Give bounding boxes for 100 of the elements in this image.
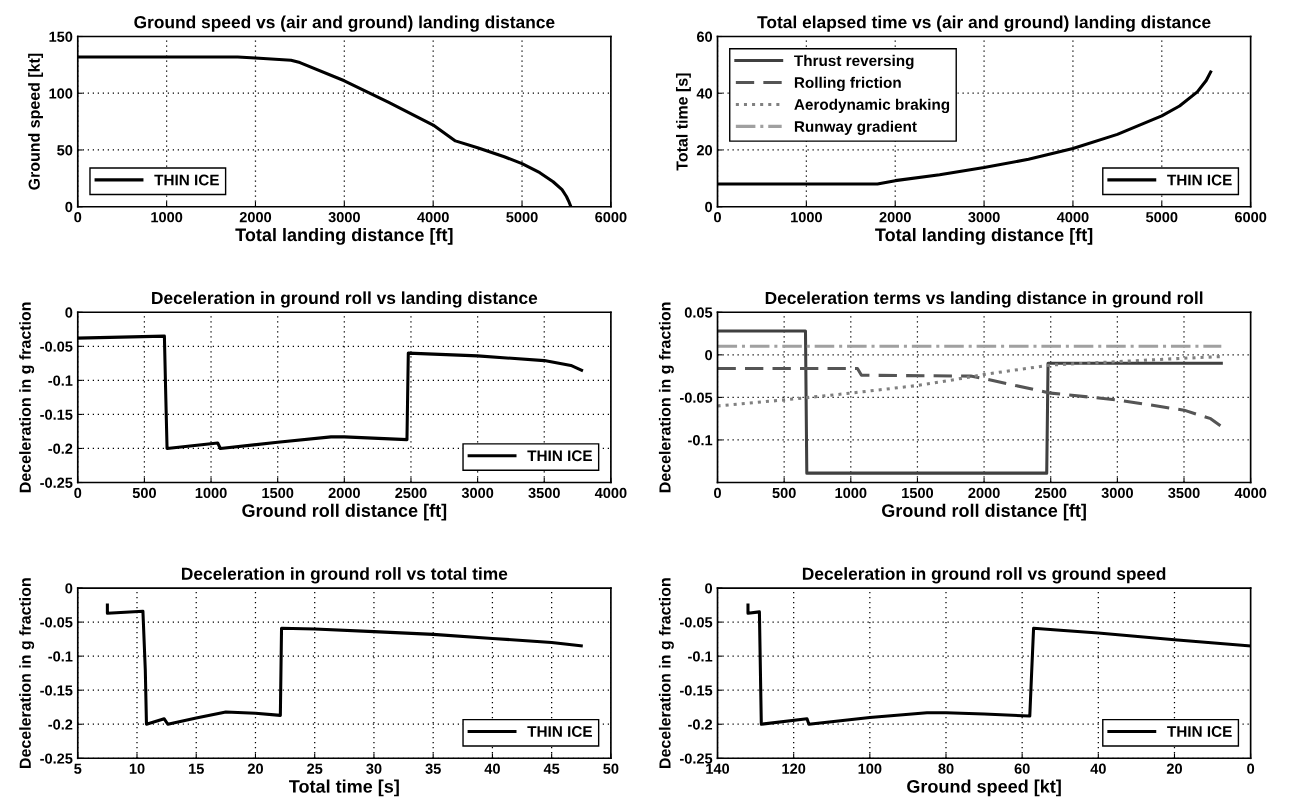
x-tick-label: 1500 xyxy=(262,487,294,499)
legend-label: THIN ICE xyxy=(1167,726,1232,737)
x-tick-label: 120 xyxy=(782,763,806,774)
x-tick-label: 0 xyxy=(714,487,721,499)
x-tick-label: 5 xyxy=(74,763,82,774)
y-tick-label: 100 xyxy=(49,88,73,99)
chart-title: Deceleration terms vs landing distance in ground roll xyxy=(765,291,1203,308)
x-tick-label: 40 xyxy=(1090,763,1106,774)
x-tick-label: 6000 xyxy=(595,211,627,223)
x-tick-label: 3000 xyxy=(1101,487,1133,499)
chart-title: Deceleration in ground roll vs landing distance xyxy=(152,291,538,308)
x-tick-label: 0 xyxy=(74,211,82,223)
x-tick-label: 1000 xyxy=(195,487,227,499)
x-tick-label: 0 xyxy=(74,487,82,499)
legend-label: Rolling friction xyxy=(794,76,901,92)
x-tick-label: 40 xyxy=(484,763,500,774)
x-tick-label: 1500 xyxy=(902,487,934,499)
chart-title: Ground speed vs (air and ground) landing distance xyxy=(134,15,555,32)
y-tick-label: -0.25 xyxy=(40,753,73,764)
legend-label: THIN ICE xyxy=(1167,174,1232,186)
y-tick-label: -0.1 xyxy=(48,375,73,386)
y-axis-title: Ground speed [kt] xyxy=(28,53,44,190)
y-tick-label: -0.1 xyxy=(688,435,713,446)
chart-title: Total elapsed time vs (air and ground) landing distance xyxy=(757,15,1211,32)
y-tick-label: 50 xyxy=(57,145,73,156)
x-tick-label: 2000 xyxy=(239,211,272,223)
y-tick-label: 0 xyxy=(65,201,73,213)
x-tick-label: 0 xyxy=(1247,763,1255,774)
x-tick-label: 3000 xyxy=(968,211,1000,223)
chart-title: Deceleration in ground roll vs ground speed xyxy=(802,567,1166,584)
y-tick-label: -0.25 xyxy=(40,477,73,488)
legend-label: Thrust reversing xyxy=(794,54,914,70)
y-tick-label: -0.15 xyxy=(679,685,713,696)
x-axis-title: Ground roll distance [ft] xyxy=(882,503,1086,521)
x-tick-label: 3000 xyxy=(461,487,494,499)
x-axis-title: Total landing distance [ft] xyxy=(875,227,1093,245)
y-tick-label: 20 xyxy=(696,145,713,156)
legend-label: THIN ICE xyxy=(527,450,592,462)
y-tick-label: -0.2 xyxy=(48,443,73,454)
y-axis-title: Total time [s] xyxy=(675,73,691,171)
chart-title: Deceleration in ground roll vs total time xyxy=(181,567,508,584)
y-axis-title: Deceleration in g fraction xyxy=(658,302,674,493)
y-tick-label: -0.05 xyxy=(679,392,713,403)
y-axis-title: Deceleration in g fraction xyxy=(19,302,35,493)
x-tick-label: 1000 xyxy=(835,487,867,499)
x-tick-label: 1000 xyxy=(151,211,183,223)
y-tick-label: -0.05 xyxy=(679,617,713,628)
x-tick-label: 4000 xyxy=(1056,211,1089,223)
x-tick-label: 15 xyxy=(189,763,204,774)
y-tick-label: 0 xyxy=(65,583,73,594)
x-axis-title: Ground speed [kt] xyxy=(907,779,1061,797)
x-tick-label: 0 xyxy=(714,211,721,223)
x-tick-label: 20 xyxy=(1166,763,1182,774)
x-tick-label: 4000 xyxy=(417,211,449,223)
y-tick-label: -0.2 xyxy=(688,719,713,730)
x-tick-label: 2000 xyxy=(968,487,1000,499)
x-axis-title: Ground roll distance [ft] xyxy=(242,503,447,521)
x-tick-label: 10 xyxy=(129,763,145,774)
line-series xyxy=(717,355,1223,408)
x-tick-label: 2000 xyxy=(879,211,911,223)
x-tick-label: 50 xyxy=(603,763,619,774)
x-tick-label: 25 xyxy=(307,763,323,774)
legend-label: THIN ICE xyxy=(527,726,592,737)
x-tick-label: 4000 xyxy=(1234,487,1267,499)
y-tick-label: -0.25 xyxy=(679,753,713,764)
x-tick-label: 1000 xyxy=(791,211,822,223)
legend-label: THIN ICE xyxy=(154,174,219,186)
x-tick-label: 2000 xyxy=(328,487,360,499)
x-tick-label: 80 xyxy=(938,763,954,774)
x-tick-label: 500 xyxy=(132,487,156,499)
y-tick-label: 0.05 xyxy=(684,307,713,318)
y-tick-label: -0.1 xyxy=(688,651,713,662)
x-tick-label: 5000 xyxy=(506,211,538,223)
x-tick-label: 60 xyxy=(1014,763,1030,774)
x-tick-label: 3000 xyxy=(328,211,360,223)
y-tick-label: 0 xyxy=(705,583,713,594)
y-tick-label: -0.1 xyxy=(48,651,73,662)
x-tick-label: 35 xyxy=(425,763,441,774)
y-tick-label: 0 xyxy=(705,201,713,213)
y-tick-label: -0.05 xyxy=(40,617,73,628)
x-tick-label: 500 xyxy=(772,487,796,499)
x-tick-label: 140 xyxy=(706,763,730,774)
y-tick-label: 40 xyxy=(696,88,713,99)
x-tick-label: 2500 xyxy=(395,487,427,499)
y-axis-title: Deceleration in g fraction xyxy=(658,578,674,768)
x-tick-label: 45 xyxy=(543,763,560,774)
line-series xyxy=(717,366,1223,428)
x-axis-title: Total time [s] xyxy=(289,779,399,797)
legend-label: Runway gradient xyxy=(794,120,917,135)
x-tick-label: 5000 xyxy=(1146,211,1178,223)
y-tick-label: -0.2 xyxy=(48,719,73,730)
y-tick-label: -0.15 xyxy=(40,685,73,696)
legend-label: Aerodynamic braking xyxy=(794,98,950,114)
y-tick-label: 60 xyxy=(696,31,713,42)
y-tick-label: 0 xyxy=(705,349,713,361)
x-tick-label: 20 xyxy=(247,763,263,774)
x-axis-title: Total landing distance [ft] xyxy=(235,227,453,245)
x-tick-label: 2500 xyxy=(1035,487,1067,499)
x-tick-label: 30 xyxy=(366,763,382,774)
y-axis-title: Deceleration in g fraction xyxy=(19,578,35,768)
